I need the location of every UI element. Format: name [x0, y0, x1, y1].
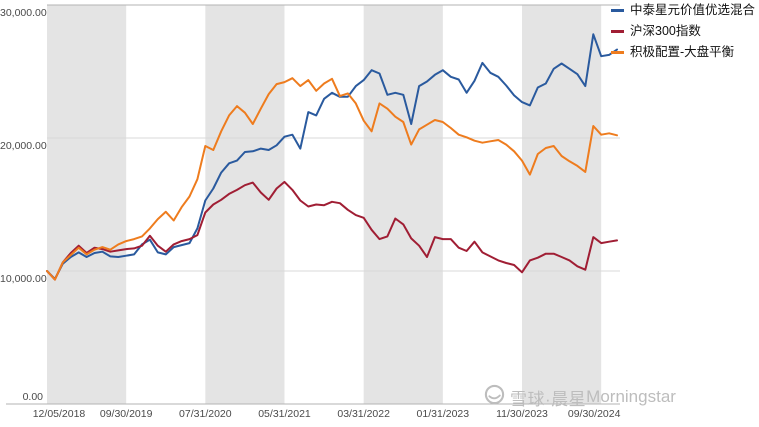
- x-tick-label: 01/31/2023: [416, 408, 470, 420]
- legend: 中泰星元价值优选混合 沪深300指数 积极配置-大盘平衡: [611, 3, 755, 66]
- legend-swatch-category: [611, 50, 624, 54]
- y-tick-label: 20,000.00: [0, 140, 47, 152]
- legend-swatch-csi300-index: [611, 29, 624, 33]
- x-tick-label: 09/30/2019: [99, 408, 153, 420]
- x-tick-label: 03/31/2022: [337, 408, 390, 420]
- legend-item-category[interactable]: 积极配置-大盘平衡: [611, 45, 755, 59]
- y-tick-label: 30,000.00: [0, 7, 47, 19]
- period-band-2: [363, 5, 443, 404]
- series-line-1: [46, 180, 618, 281]
- x-tick-label: 07/31/2020: [179, 408, 232, 420]
- legend-label-category: 积极配置-大盘平衡: [630, 45, 735, 59]
- legend-label-fund: 中泰星元价值优选混合: [630, 3, 756, 17]
- x-tick-label: 05/31/2021: [258, 408, 311, 420]
- period-band-1: [205, 5, 285, 404]
- y-tick-label: 10,000.00: [0, 273, 47, 285]
- x-tick-label: 12/05/2018: [32, 408, 86, 420]
- x-tick-label: 09/30/2024: [567, 408, 621, 420]
- period-band-0: [47, 5, 127, 404]
- legend-swatch-fund: [611, 8, 624, 12]
- legend-item-fund[interactable]: 中泰星元价值优选混合: [611, 3, 755, 17]
- y-tick-label: 0.00: [22, 391, 43, 403]
- legend-label-csi300-index: 沪深300指数: [630, 24, 701, 38]
- series-line-2: [46, 77, 618, 281]
- legend-item-csi300-index[interactable]: 沪深300指数: [611, 24, 755, 38]
- x-tick-label: 11/30/2023: [496, 408, 548, 420]
